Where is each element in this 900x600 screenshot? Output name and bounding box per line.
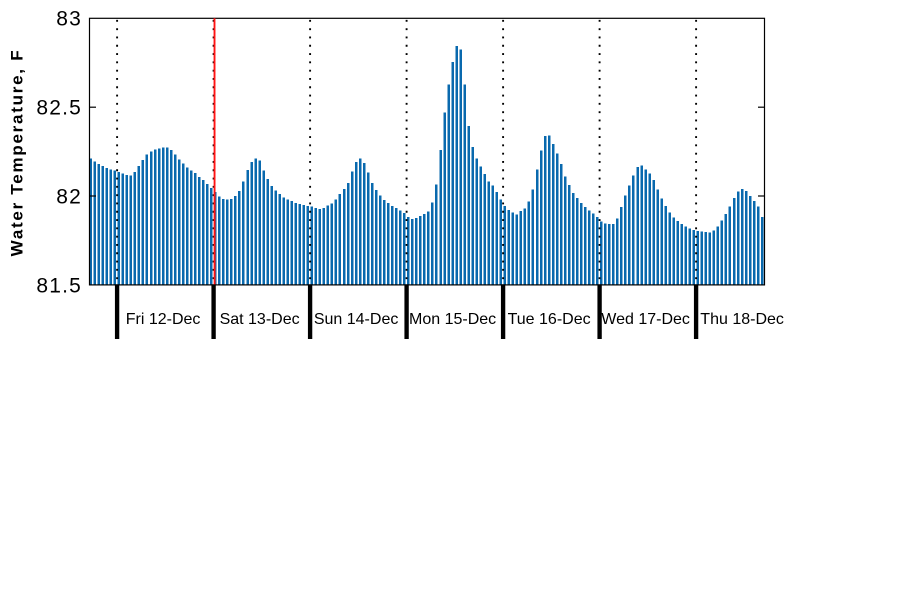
svg-text:81.5: 81.5: [36, 274, 82, 297]
svg-text:Thu 18-Dec: Thu 18-Dec: [700, 311, 784, 328]
svg-text:Sat 13-Dec: Sat 13-Dec: [220, 311, 300, 328]
svg-text:Sun 14-Dec: Sun 14-Dec: [314, 311, 399, 328]
svg-text:Tue 16-Dec: Tue 16-Dec: [508, 311, 591, 328]
svg-text:82: 82: [56, 185, 82, 208]
svg-text:83: 83: [56, 8, 82, 31]
svg-text:Fri 12-Dec: Fri 12-Dec: [126, 311, 201, 328]
svg-text:82.5: 82.5: [36, 97, 82, 120]
svg-text:Mon 15-Dec: Mon 15-Dec: [409, 311, 496, 328]
svg-text:Water Temperature, F: Water Temperature, F: [8, 49, 27, 257]
svg-text:Wed 17-Dec: Wed 17-Dec: [601, 311, 690, 328]
